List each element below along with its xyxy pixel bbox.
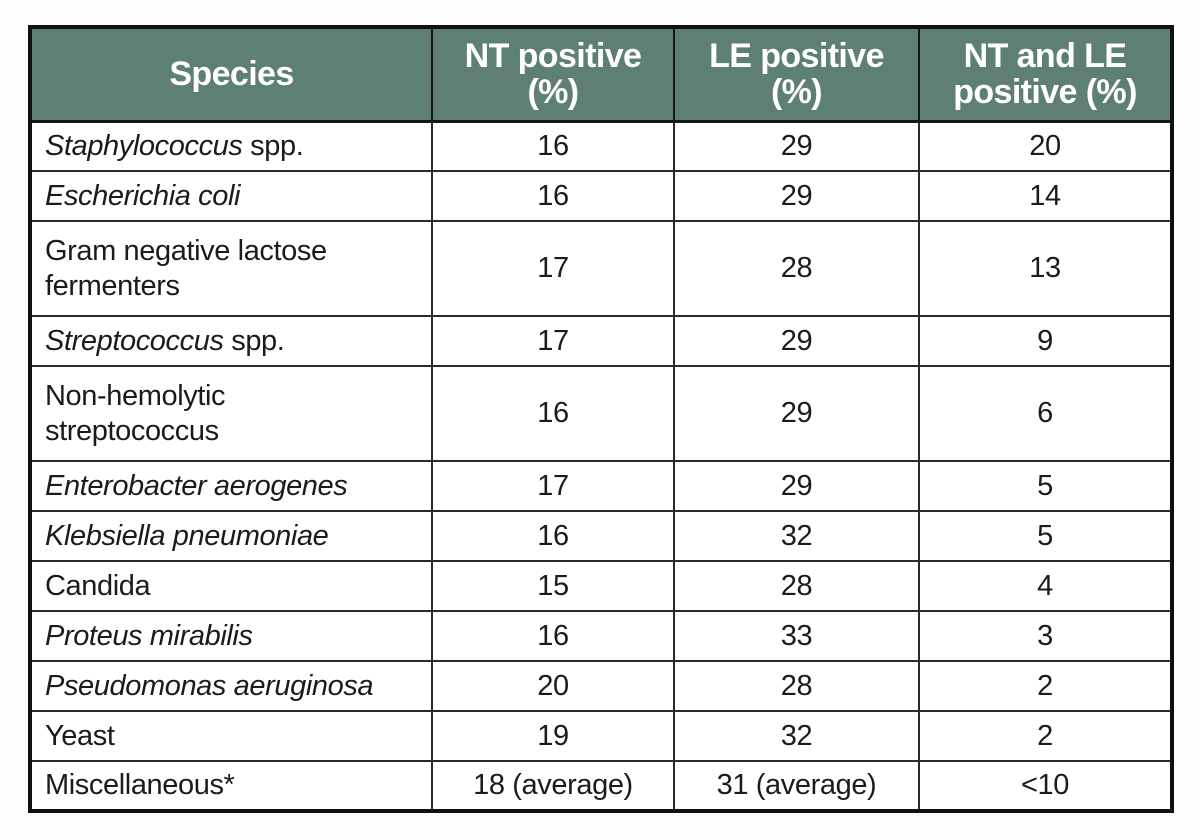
le-positive-cell: 29 [673, 170, 920, 222]
table-row-escherichia-coli: Escherichia coli 16 29 14 [29, 170, 1173, 222]
species-name-regular: spp. [223, 324, 285, 357]
header-label-line2: positive (%) [953, 73, 1137, 112]
column-header-nt-positive: NT positive (%) [431, 26, 675, 123]
nt-le-positive-cell: 14 [918, 170, 1173, 222]
nt-le-positive-cell: 5 [918, 460, 1173, 512]
header-label: NT positive [464, 37, 642, 76]
nt-le-positive-cell: 2 [918, 710, 1173, 762]
nt-positive-cell: 16 [431, 610, 675, 662]
table-row-non-hemolytic-streptococcus: Non-hemolytic streptococcus 16 29 6 [29, 365, 1173, 462]
le-positive-cell: 29 [673, 315, 920, 367]
species-cell: Pseudomonas aeruginosa [29, 660, 433, 712]
species-cell: Yeast [29, 710, 433, 762]
le-positive-cell: 29 [673, 365, 920, 462]
nt-positive-cell: 16 [431, 120, 675, 172]
nt-positive-cell: 17 [431, 315, 675, 367]
species-results-table-wrap: Species NT positive (%) LE positive (%) … [28, 25, 1174, 813]
nt-le-positive-cell: 3 [918, 610, 1173, 662]
nt-positive-cell: 17 [431, 460, 675, 512]
column-header-species: Species [29, 26, 433, 123]
species-name-italic: Enterobacter aerogenes [45, 469, 348, 502]
species-cell: Enterobacter aerogenes [29, 460, 433, 512]
species-name-regular: Non-hemolytic streptococcus [45, 379, 226, 447]
nt-le-positive-cell: 2 [918, 660, 1173, 712]
le-positive-cell: 32 [673, 510, 920, 562]
le-positive-cell: 29 [673, 120, 920, 172]
le-positive-cell: 32 [673, 710, 920, 762]
species-name-italic: Klebsiella pneumoniae [45, 519, 329, 552]
table-row-candida: Candida 15 28 4 [29, 560, 1173, 612]
species-cell: Candida [29, 560, 433, 612]
species-name-italic: Staphylococcus [45, 129, 243, 162]
header-row: Species NT positive (%) LE positive (%) … [29, 26, 1173, 123]
species-name-italic: Proteus mirabilis [45, 619, 253, 652]
species-name-regular: Miscellaneous* [45, 769, 235, 802]
nt-positive-cell: 16 [431, 510, 675, 562]
nt-le-positive-cell: <10 [918, 760, 1173, 812]
column-header-nt-and-le-positive: NT and LE positive (%) [918, 26, 1173, 123]
table-row-gram-negative-lactose-fermenters: Gram negative lactose fermenters 17 28 1… [29, 220, 1173, 317]
nt-positive-cell: 15 [431, 560, 675, 612]
species-cell: Klebsiella pneumoniae [29, 510, 433, 562]
nt-le-positive-cell: 5 [918, 510, 1173, 562]
header-label-line2: (%) [527, 73, 579, 112]
nt-positive-cell: 18 (average) [431, 760, 675, 812]
species-cell: Streptococcus spp. [29, 315, 433, 367]
table-row-klebsiella-pneumoniae: Klebsiella pneumoniae 16 32 5 [29, 510, 1173, 562]
le-positive-cell: 29 [673, 460, 920, 512]
species-cell: Miscellaneous* [29, 760, 433, 812]
table-row-staphylococcus: Staphylococcus spp. 16 29 20 [29, 120, 1173, 172]
species-cell: Gram negative lactose fermenters [29, 220, 433, 317]
header-label: LE positive [709, 37, 884, 76]
table-header: Species NT positive (%) LE positive (%) … [29, 26, 1173, 123]
le-positive-cell: 28 [673, 220, 920, 317]
nt-le-positive-cell: 6 [918, 365, 1173, 462]
column-header-le-positive: LE positive (%) [673, 26, 920, 123]
species-name-regular: Gram negative lactose fermenters [45, 234, 327, 302]
table-row-yeast: Yeast 19 32 2 [29, 710, 1173, 762]
nt-le-positive-cell: 20 [918, 120, 1173, 172]
table-row-pseudomonas-aeruginosa: Pseudomonas aeruginosa 20 28 2 [29, 660, 1173, 712]
nt-positive-cell: 17 [431, 220, 675, 317]
nt-le-positive-cell: 13 [918, 220, 1173, 317]
species-cell: Escherichia coli [29, 170, 433, 222]
species-name-italic: Streptococcus [45, 324, 224, 357]
species-name-italic: Escherichia coli [45, 179, 241, 212]
table-row-enterobacter-aerogenes: Enterobacter aerogenes 17 29 5 [29, 460, 1173, 512]
table-row-streptococcus: Streptococcus spp. 17 29 9 [29, 315, 1173, 367]
nt-positive-cell: 20 [431, 660, 675, 712]
header-label: Species [169, 55, 294, 94]
nt-positive-cell: 16 [431, 365, 675, 462]
species-cell: Non-hemolytic streptococcus [29, 365, 433, 462]
le-positive-cell: 28 [673, 560, 920, 612]
nt-le-positive-cell: 4 [918, 560, 1173, 612]
species-cell: Proteus mirabilis [29, 610, 433, 662]
nt-positive-cell: 16 [431, 170, 675, 222]
species-results-table: Species NT positive (%) LE positive (%) … [28, 25, 1174, 813]
le-positive-cell: 33 [673, 610, 920, 662]
le-positive-cell: 28 [673, 660, 920, 712]
species-name-regular: spp. [242, 129, 304, 162]
table-row-proteus-mirabilis: Proteus mirabilis 16 33 3 [29, 610, 1173, 662]
species-name-italic: Pseudomonas aeruginosa [45, 669, 374, 702]
species-name-regular: Candida [45, 569, 151, 602]
table-row-miscellaneous: Miscellaneous* 18 (average) 31 (average)… [29, 760, 1173, 812]
le-positive-cell: 31 (average) [673, 760, 920, 812]
header-label-line2: (%) [770, 73, 823, 112]
nt-le-positive-cell: 9 [918, 315, 1173, 367]
species-cell: Staphylococcus spp. [29, 120, 433, 172]
nt-positive-cell: 19 [431, 710, 675, 762]
species-name-regular: Yeast [45, 719, 115, 752]
header-label: NT and LE [963, 37, 1127, 76]
table-body: Staphylococcus spp. 16 29 20 Escherichia… [29, 120, 1173, 812]
